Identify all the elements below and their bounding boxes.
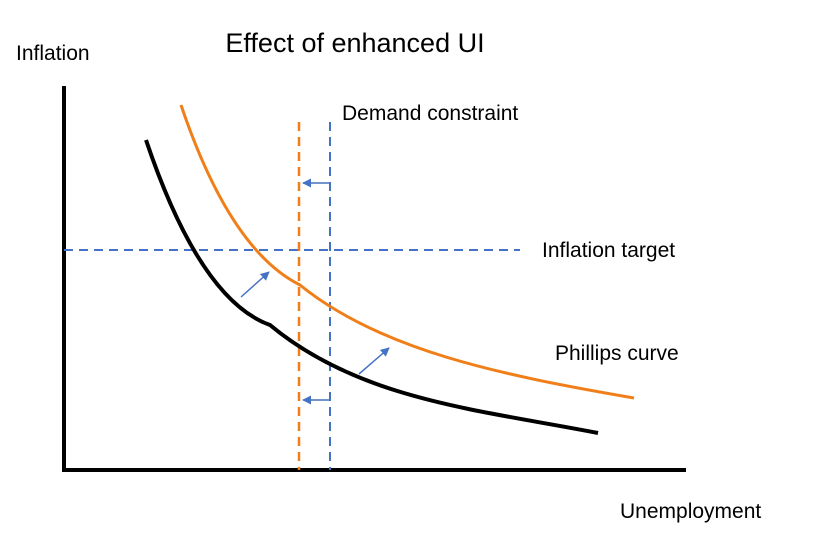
shifted-phillips-curve	[179, 104, 635, 400]
original-phillips-curve	[144, 139, 599, 435]
phillips-curve-label: Phillips curve	[555, 342, 679, 365]
y-axis-label: Inflation	[16, 42, 90, 65]
phillips-shift-arrow-right	[358, 347, 390, 375]
x-axis-label: Unemployment	[620, 500, 761, 523]
phillips-shift-arrow-left	[240, 271, 270, 298]
diagram-title: Effect of enhanced UI	[225, 28, 484, 58]
demand-constraint-label: Demand constraint	[342, 102, 518, 125]
inflation-target-label: Inflation target	[542, 239, 675, 262]
